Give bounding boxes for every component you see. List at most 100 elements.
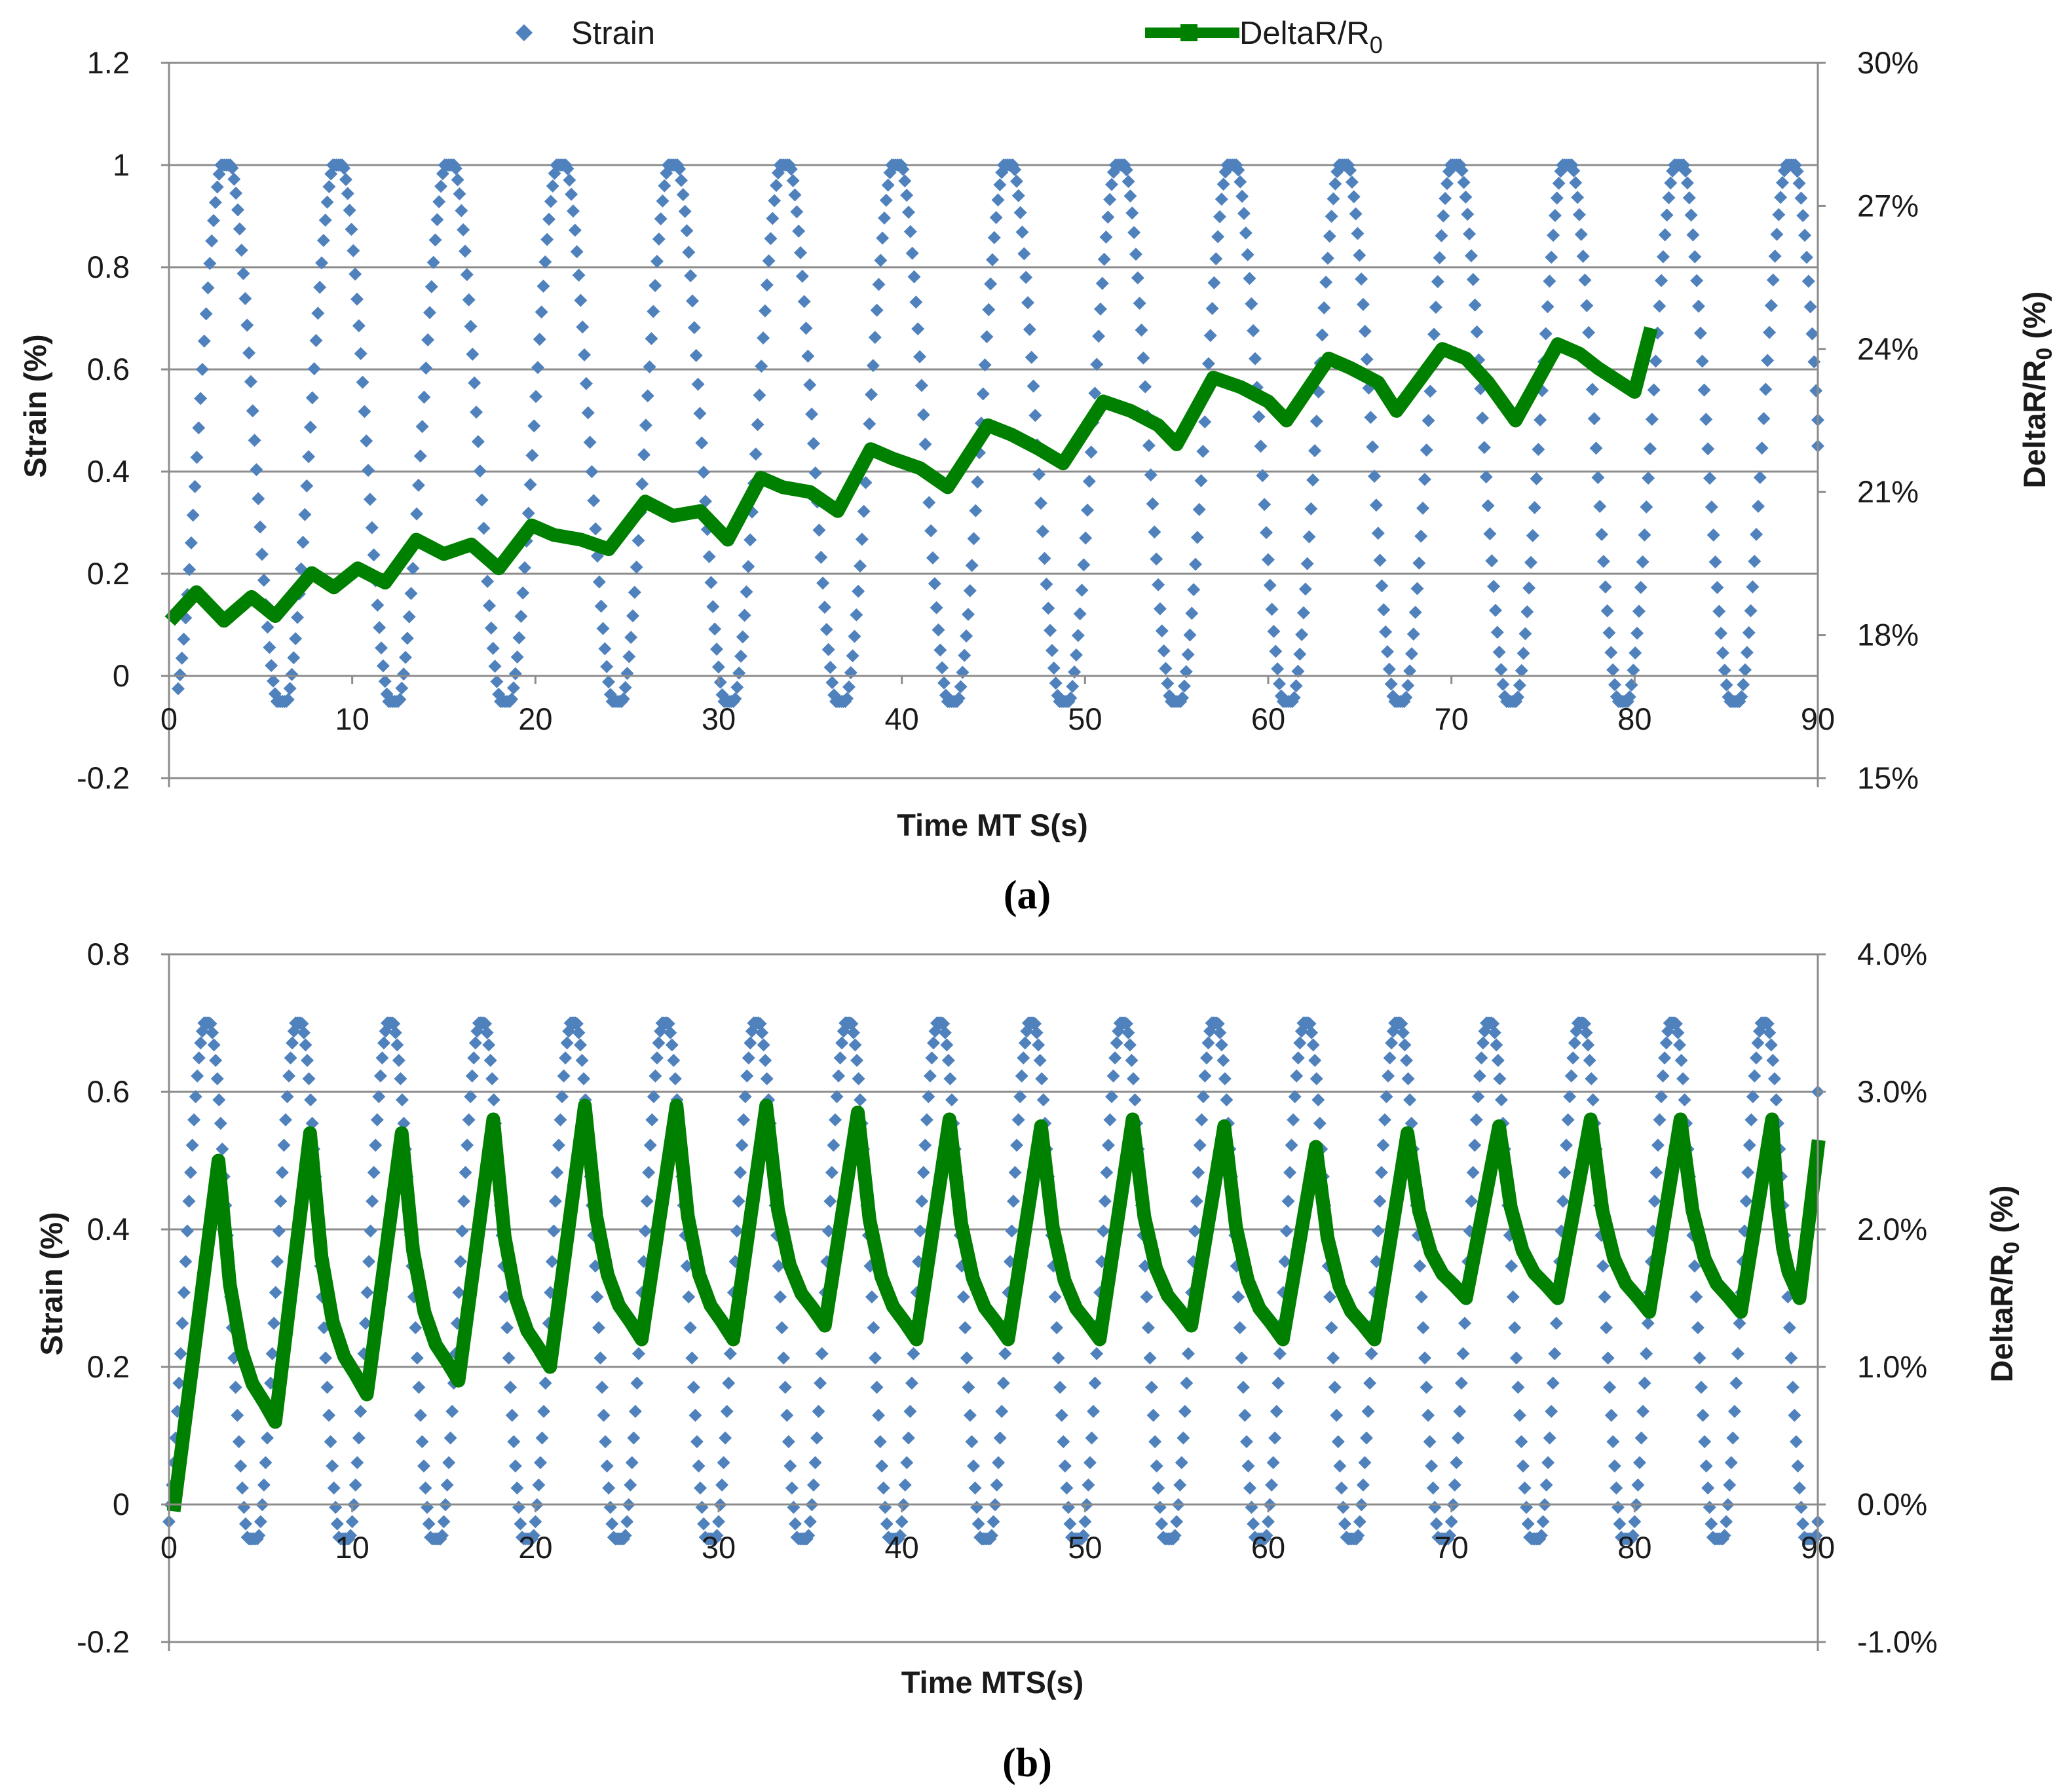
chart-b-strain-point [1055,1408,1068,1422]
chart-a-strain-point [805,407,819,421]
chart-a-strain-point [960,629,973,643]
chart-b-strain-point [734,1166,747,1180]
chart-a-strain-point [481,574,495,588]
chart-a-strain-point [1420,443,1433,457]
chart-a-strain-point [1534,413,1547,427]
chart-b-strain-point [1628,1515,1642,1529]
chart-a-strain-point [1748,555,1761,569]
chart-b-strain-point [560,1036,574,1050]
chart-a-strain-point [643,360,656,374]
chart-b-strain-point [512,1501,525,1514]
chart-a-strain-point [1349,207,1363,221]
chart-b-strain-point [437,1515,451,1529]
chart-a-strain-point [1177,679,1191,693]
chart-b-strain-point [1239,1435,1253,1449]
chart-b-strain-point [350,1456,364,1470]
chart-b-strain-point [1211,1017,1225,1031]
chart-b-strain-point [1782,1321,1796,1335]
chart-b-strain-point [327,1481,341,1495]
chart-b-strain-point [413,1408,427,1422]
chart-b-strain-point [1313,1117,1327,1130]
chart-b-strain-point [269,1286,282,1299]
chart-b-strain-point [802,1529,816,1542]
chart-a-strain-point [291,610,305,624]
chart-a-strain-point [1295,627,1309,641]
chart-b-strain-point [815,1347,829,1360]
chart-b-strain-point [422,1517,436,1531]
chart-a-strain-point [647,305,660,318]
chart-a-deltar-line [164,326,1658,628]
chart-b-strain-point [545,1255,559,1269]
chart-a-strain-point [1260,526,1273,540]
chart-b-strain-point [1705,1517,1718,1531]
chart-b-x-tick-label: 50 [1068,1530,1102,1565]
chart-a-strain-point [246,404,259,418]
chart-b-strain-point [926,1036,940,1050]
chart-a-strain-point [930,601,943,614]
chart-a-strain-point [1399,690,1413,704]
chart-b-strain-point [370,1113,384,1127]
chart-a-strain-point [907,270,921,284]
chart-b-strain-point [639,1224,652,1238]
chart-a-strain-point [764,232,778,246]
chart-b-strain-point [575,1053,589,1067]
chart-a-strain-point [958,648,971,662]
chart-a-strain-point [1790,164,1804,178]
chart-b-strain-point [235,1481,249,1495]
chart-a-strain-point [641,389,654,403]
chart-a-strain-point [1271,662,1285,676]
chart-a-strain-point [1587,412,1601,426]
chart-a-strain-point [1571,191,1585,204]
chart-a-strain-point [1591,471,1605,485]
chart-b-strain-point [359,1316,373,1330]
chart-b-strain-point [1475,1051,1488,1065]
chart-a-strain-point [585,465,599,479]
chart-a-strain-point [1073,607,1087,621]
chart-b-strain-point [778,1381,792,1394]
chart-a-strain-point [1243,272,1256,286]
chart-a-strain-point [1766,273,1780,287]
chart-a-strain-point [786,174,800,187]
chart-b-strain-point [872,1408,886,1422]
chart-a-strain-point [1364,411,1378,424]
chart-b-strain-point [956,1290,970,1304]
chart-a-strain-point [430,213,444,227]
chart-b-strain-point [483,1053,497,1067]
chart-b-y-right-tick-label: -1.0% [1857,1624,1938,1659]
chart-a-strain-point [757,331,770,345]
chart-b-strain-point [1413,1259,1427,1273]
chart-b-x-ticks: 0 10 20 30 40 50 60 70 80 90 [160,1504,1835,1565]
chart-b-strain-point [1695,1381,1708,1394]
chart-b-strain-point [777,1351,791,1365]
chart-a-strain-point [914,379,928,392]
chart-b-strain-point [772,1259,785,1273]
chart-a-strain-point [1027,379,1040,393]
chart-a-strain-point [1437,209,1450,223]
chart-b-strain-point [1033,1053,1047,1067]
chart-b-strain-point [1287,1113,1300,1127]
chart-b-strain-point [375,1051,389,1065]
chart-b-strain-point [744,1036,757,1050]
chart-a-strain-point [840,692,854,705]
chart-a-strain-point [1287,691,1301,705]
chart-a-strain-point [1013,206,1027,219]
chart-a-strain-point [356,375,369,389]
chart-b-strain-point [971,1517,985,1531]
chart-a-strain-point [1492,645,1506,659]
chart-a-strain-point [1319,275,1333,289]
chart-b-strain-point [845,1017,859,1031]
chart-a-strain-point [1532,443,1545,457]
chart-a-y-left-tick-label: 0.8 [87,250,130,284]
chart-a-strain-point [197,334,211,348]
chart-b-strain-point [1476,1036,1490,1050]
chart-b-strain-point [1454,1376,1468,1390]
chart-a-strain-point [199,307,213,321]
chart-a-strain-point [1798,229,1812,242]
chart-b-strain-point [1351,1529,1365,1542]
chart-b-strain-point [645,1113,659,1127]
chart-a-strain-point [656,194,669,208]
chart-b-strain-point [920,1113,933,1127]
chart-a-strain-point [935,661,949,675]
chart-a-strain-point [989,211,1003,225]
chart-b-strain-point [537,1404,551,1418]
